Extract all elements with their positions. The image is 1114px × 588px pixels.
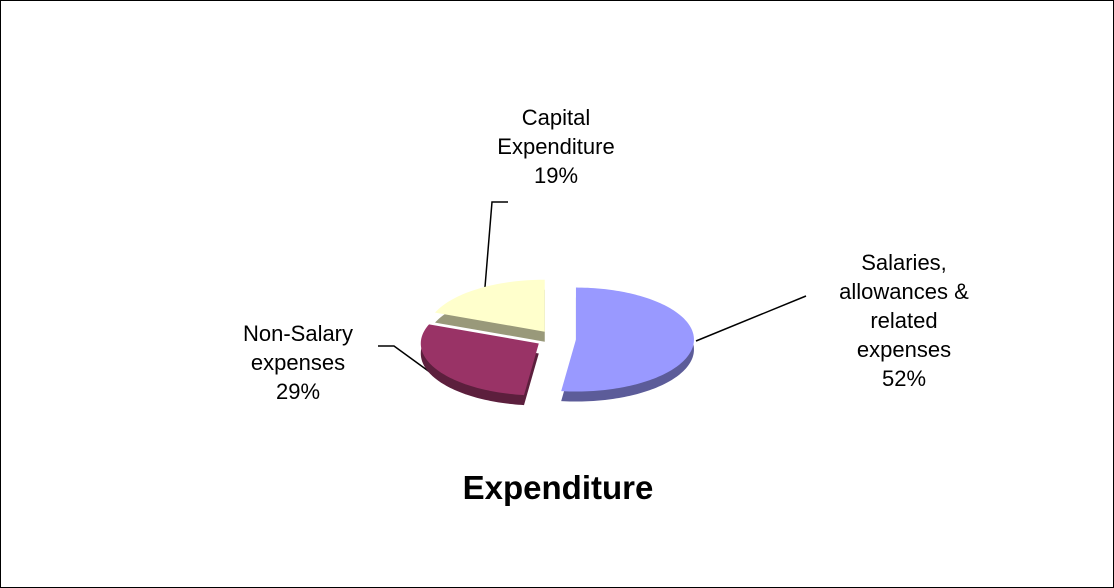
slice [420, 324, 539, 396]
value-label: 52% [881, 366, 927, 391]
category-label: Non-Salary expenses [242, 321, 354, 375]
leader-line [695, 295, 807, 342]
category-label: Salaries, allowances & related expenses [839, 250, 969, 362]
leader-line [484, 201, 508, 288]
value-label: 29% [275, 379, 321, 404]
slice-label: Salaries, allowances & related expenses … [809, 248, 999, 393]
value-label: 19% [533, 163, 579, 188]
slice-label: Capital Expenditure 19% [471, 103, 641, 190]
chart-title: Expenditure [462, 469, 654, 506]
slice [435, 279, 545, 332]
leader-line [378, 345, 439, 379]
slice [561, 287, 694, 392]
leader-lines [378, 201, 807, 379]
category-label: Capital Expenditure [497, 105, 615, 159]
slice-label: Non-Salary expenses 29% [223, 319, 373, 406]
